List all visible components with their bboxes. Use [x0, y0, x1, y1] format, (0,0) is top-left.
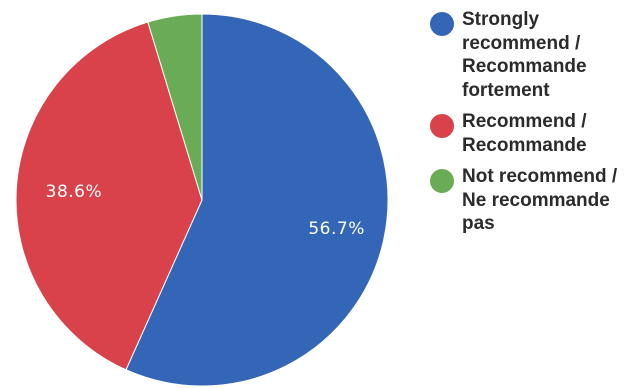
legend-label-strongly-recommend: Strongly recommend / Recommande fortemen… — [462, 9, 587, 101]
legend: Strongly recommend / Recommande fortemen… — [430, 8, 633, 244]
pie-chart-svg: 56.7% 38.6% — [15, 13, 389, 387]
legend-item-recommend: Recommend / Recommande — [430, 110, 633, 157]
legend-swatch-strongly-recommend — [430, 12, 454, 36]
pie-slice-recommend — [15, 21, 203, 371]
legend-swatch-not-recommend — [430, 169, 454, 193]
pie-slice-strongly-recommend — [125, 13, 389, 387]
legend-swatch-recommend — [430, 114, 454, 138]
legend-label-recommend: Recommend / Recommande — [462, 111, 587, 156]
data-label-recommend: 38.6% — [46, 182, 103, 202]
data-label-strongly-recommend: 56.7% — [308, 219, 365, 239]
legend-item-strongly-recommend: Strongly recommend / Recommande fortemen… — [430, 8, 633, 102]
pie-slice-not-recommend — [147, 13, 203, 201]
legend-label-not-recommend: Not recommend / Ne recommande pas — [462, 166, 618, 234]
legend-item-not-recommend: Not recommend / Ne recommande pas — [430, 165, 633, 236]
